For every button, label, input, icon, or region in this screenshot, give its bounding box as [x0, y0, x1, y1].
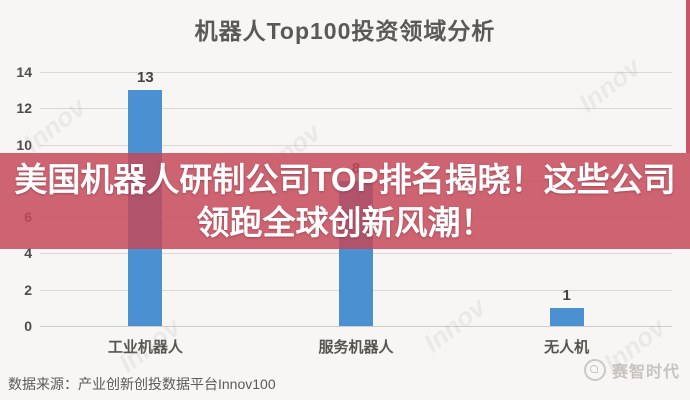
saizhi-logo-icon [583, 359, 606, 381]
gridline-y-0 [40, 326, 672, 327]
y-axis-tick-2: 2 [24, 281, 32, 298]
gridline-y-14 [40, 72, 672, 73]
bar-value-label-工业机器人: 13 [136, 69, 154, 87]
bar-无人机 [549, 307, 584, 326]
right-edge-red-stripe [686, 0, 690, 153]
headline-line-1: 美国机器人研制公司TOP排名揭晓！这些公司 [14, 161, 676, 198]
y-axis-tick-10: 10 [16, 136, 32, 153]
publisher-logo: 赛智时代 [583, 358, 680, 382]
y-axis-tick-4: 4 [24, 245, 32, 262]
y-axis-tick-12: 12 [16, 100, 32, 117]
y-axis-tick-0: 0 [24, 318, 32, 334]
chart-title: 机器人Top100投资领域分析 [194, 18, 496, 44]
bar-value-label-无人机: 1 [562, 286, 571, 304]
publisher-logo-text: 赛智时代 [611, 364, 680, 381]
x-axis-label-服务机器人: 服务机器人 [318, 339, 394, 356]
headline-line-2: 领跑全球创新风潮！ [196, 204, 494, 241]
x-axis-label-无人机: 无人机 [544, 339, 590, 356]
x-axis-label-工业机器人: 工业机器人 [107, 339, 183, 356]
data-source-note: 数据来源：产业创新创投数据平台Innov100 [8, 376, 276, 392]
gridline-y-10 [40, 144, 672, 146]
y-axis-tick-14: 14 [16, 64, 32, 80]
gridline-y-12 [40, 108, 672, 110]
headline-banner: 美国机器人研制公司TOP排名揭晓！这些公司 领跑全球创新风潮！ [0, 153, 690, 249]
